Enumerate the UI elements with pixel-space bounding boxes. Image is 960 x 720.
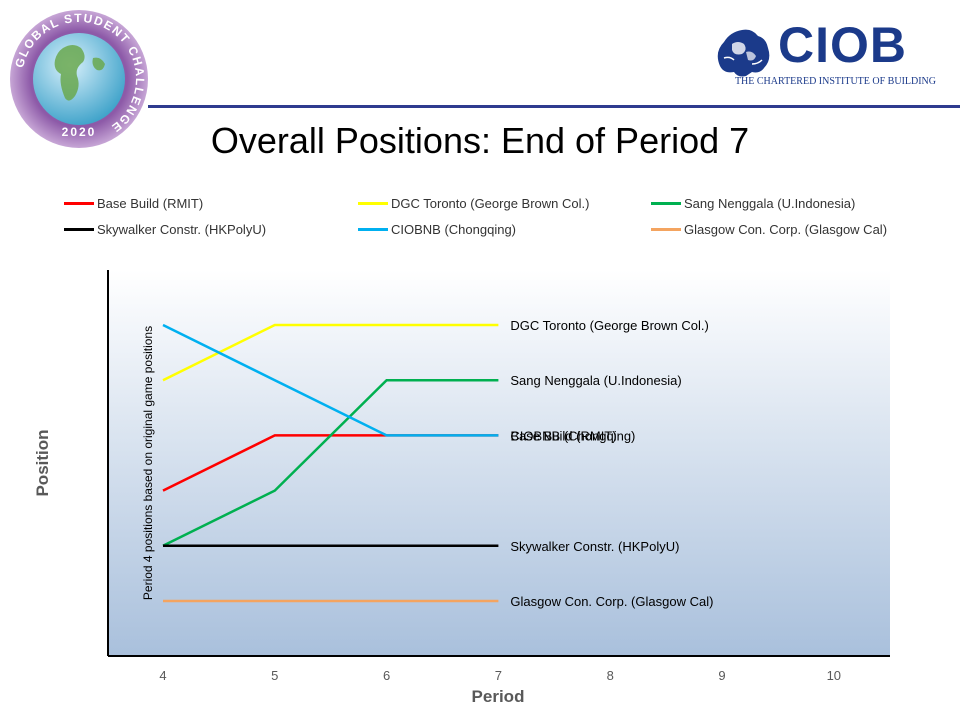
x-tick-label: 8 <box>607 668 614 683</box>
x-tick-label: 5 <box>271 668 278 683</box>
series-end-label: Sang Nenggala (U.Indonesia) <box>510 373 681 388</box>
series-end-label: Base Build (RMIT) <box>510 428 616 443</box>
y-axis-title: Position <box>33 429 52 496</box>
chart-legend: Base Build (RMIT) DGC Toronto (George Br… <box>60 194 940 244</box>
ciob-subtitle: THE CHARTERED INSTITUTE OF BUILDING <box>734 76 936 87</box>
x-tick-label: 4 <box>159 668 166 683</box>
legend-item-sang-nenggala: Sang Nenggala (U.Indonesia) <box>651 196 855 211</box>
legend-label: Skywalker Constr. (HKPolyU) <box>97 222 267 237</box>
ciob-logo: CIOB THE CHARTERED INSTITUTE OF BUILDING <box>712 17 936 92</box>
series-line-2 <box>162 378 499 547</box>
legend-item-dgc-toronto: DGC Toronto (George Brown Col.) <box>358 196 589 211</box>
period-4-annotation: Period 4 positions based on original gam… <box>141 326 155 600</box>
x-tick-label: 6 <box>383 668 390 683</box>
legend-label: DGC Toronto (George Brown Col.) <box>391 196 590 211</box>
series-end-label: CIOBNB (Chongqing) <box>510 428 635 443</box>
x-tick-label: 7 <box>495 668 502 683</box>
ciob-wordmark: CIOB <box>778 17 907 73</box>
globe-icon <box>33 33 125 125</box>
x-tick-label: 10 <box>827 668 841 683</box>
series-line-4 <box>162 323 499 437</box>
legend-swatch <box>651 228 681 231</box>
plot-area <box>108 270 890 656</box>
legend-item-skywalker: Skywalker Constr. (HKPolyU) <box>64 222 266 237</box>
legend-label: Sang Nenggala (U.Indonesia) <box>684 196 856 211</box>
x-tick-label: 9 <box>718 668 725 683</box>
legend-label: CIOBNB (Chongqing) <box>391 222 516 237</box>
series-end-label: DGC Toronto (George Brown Col.) <box>510 318 708 333</box>
legend-swatch <box>64 228 94 231</box>
legend-swatch <box>651 202 681 205</box>
legend-item-base-build: Base Build (RMIT) <box>64 196 203 211</box>
lion-crest-icon <box>717 29 770 77</box>
global-student-challenge-logo: GLOBAL STUDENT CHALLENGE 2020 <box>10 10 148 148</box>
legend-label: Base Build (RMIT) <box>97 196 204 211</box>
legend-label: Glasgow Con. Corp. (Glasgow Cal) <box>684 222 888 237</box>
page-title: Overall Positions: End of Period 7 <box>210 120 750 161</box>
series-end-label: Glasgow Con. Corp. (Glasgow Cal) <box>510 594 713 609</box>
logo-year: 2020 <box>62 125 97 139</box>
x-axis-title: Period <box>472 687 525 706</box>
legend-swatch <box>358 202 388 205</box>
legend-item-glasgow: Glasgow Con. Corp. (Glasgow Cal) <box>651 222 887 237</box>
header-divider <box>148 105 960 108</box>
legend-item-ciobnb: CIOBNB (Chongqing) <box>358 222 516 237</box>
series-end-label: Skywalker Constr. (HKPolyU) <box>510 539 679 554</box>
legend-swatch <box>358 228 388 231</box>
legend-swatch <box>64 202 94 205</box>
